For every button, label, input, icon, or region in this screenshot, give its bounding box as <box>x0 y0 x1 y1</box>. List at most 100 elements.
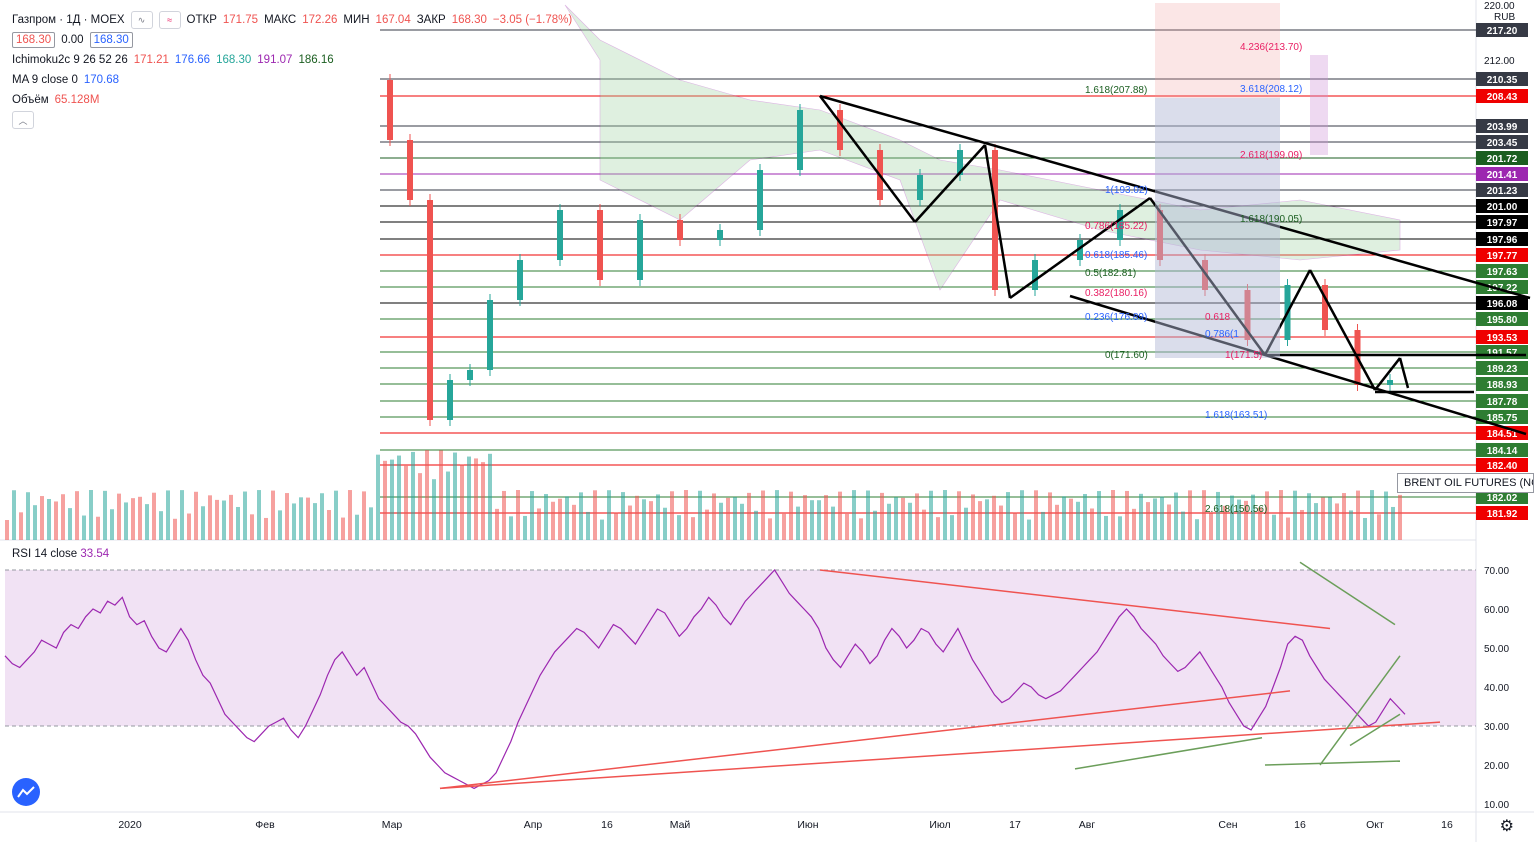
volume-bar <box>19 512 23 540</box>
volume-bar <box>1237 499 1241 540</box>
volume-bar <box>411 451 415 540</box>
volume-bar <box>460 464 464 540</box>
volume-bar <box>40 496 44 540</box>
time-tick-label: 16 <box>601 819 613 831</box>
volume-bar <box>1209 513 1213 540</box>
time-tick-label: 2020 <box>118 819 142 831</box>
volume-bar <box>537 508 541 540</box>
price-tag-label: 217.20 <box>1487 26 1518 37</box>
volume-bar <box>789 491 793 540</box>
volume-bar <box>1006 492 1010 540</box>
volume-bar <box>565 496 569 540</box>
price-tag-label: 197.22 <box>1487 283 1518 294</box>
candle-body <box>407 140 413 200</box>
volume-bar <box>1174 492 1178 540</box>
volume-bar <box>964 507 968 540</box>
close-value: 168.30 <box>451 14 487 26</box>
volume-bar <box>278 510 282 540</box>
fib-zone-red <box>1155 3 1280 358</box>
open-value: 171.75 <box>222 14 259 26</box>
volume-bar <box>1160 496 1164 540</box>
price-tag-label: 184.14 <box>1487 446 1518 457</box>
volume-bar <box>922 509 926 540</box>
volume-bar <box>1321 497 1325 540</box>
volume-label[interactable]: Объём <box>12 94 49 106</box>
high-value: 172.26 <box>302 14 338 26</box>
volume-bar <box>201 506 205 540</box>
volume-bar <box>82 515 86 540</box>
low-value: 167.04 <box>375 14 411 26</box>
rsi-label[interactable]: RSI 14 close <box>12 548 78 560</box>
compare-icon[interactable]: ∿ <box>130 11 153 29</box>
volume-bar <box>971 494 975 540</box>
fib-zone-blue <box>1155 98 1280 358</box>
volume-bar <box>481 462 485 540</box>
tradingview-logo-icon[interactable] <box>12 778 40 806</box>
volume-bar <box>306 497 310 540</box>
volume-bar <box>215 499 219 540</box>
volume-bar <box>348 490 352 540</box>
rsi-tick-label: 30.00 <box>1484 722 1509 733</box>
ichimoku-value-4: 191.07 <box>257 54 293 66</box>
volume-bar <box>796 506 800 540</box>
price-tag-label: 197.96 <box>1487 235 1518 246</box>
settings-gear-icon[interactable]: ⚙ <box>1499 818 1514 835</box>
volume-bar <box>425 450 429 540</box>
volume-bar <box>1076 501 1080 540</box>
ma-label[interactable]: MA 9 close 0 <box>12 74 78 86</box>
volume-bar <box>1146 502 1150 540</box>
volume-bar <box>1349 510 1353 540</box>
pattern-trendline <box>983 144 1012 299</box>
price-tag-bg <box>1476 135 1528 149</box>
volume-bar <box>138 496 142 540</box>
volume-bar <box>761 490 765 540</box>
fib-level-label: 1.618(207.88) <box>1085 85 1147 96</box>
volume-bar <box>1300 509 1304 540</box>
rsi-tick-label: 50.00 <box>1484 644 1509 655</box>
volume-bar <box>236 506 240 540</box>
bid-price[interactable]: 168.30 <box>12 32 56 48</box>
candle-body <box>597 210 603 280</box>
volume-bar <box>12 490 16 540</box>
volume-bar <box>432 479 436 540</box>
candle-body <box>557 210 563 260</box>
price-tag-bg <box>1476 89 1528 103</box>
volume-bar <box>467 456 471 540</box>
volume-bar <box>453 452 457 540</box>
rsi-band <box>5 570 1476 726</box>
rsi-trendline <box>1349 713 1401 747</box>
symbol-title[interactable]: Газпром · 1Д · MOEX <box>12 14 125 26</box>
volume-bar <box>705 509 709 540</box>
time-tick-label: 16 <box>1294 819 1306 831</box>
time-tick-label: Мар <box>382 819 403 831</box>
volume-bar <box>1132 508 1136 540</box>
volume-bar <box>68 508 72 540</box>
fib-level-label: 1(193.02) <box>1105 185 1148 196</box>
volume-bar <box>257 490 261 540</box>
price-tag-label: 210.35 <box>1487 75 1518 86</box>
fib-level-label: 3.618(208.12) <box>1240 84 1302 95</box>
volume-bar <box>502 490 506 540</box>
volume-bar <box>887 503 891 540</box>
volume-bar <box>320 493 324 540</box>
brent-overlay-label[interactable]: BRENT OIL FUTURES (NC <box>1397 473 1534 493</box>
volume-bar <box>1034 490 1038 540</box>
volume-bar <box>166 490 170 540</box>
collapse-legend-icon[interactable]: ︿ <box>12 111 34 129</box>
volume-bar <box>894 497 898 540</box>
indicator-icon[interactable]: ≈ <box>158 11 181 29</box>
volume-bar <box>845 513 849 540</box>
volume-bar <box>495 508 499 540</box>
volume-bar <box>719 502 723 540</box>
time-tick-label: Апр <box>524 819 543 831</box>
volume-bar <box>117 493 121 540</box>
fib-level-label: 0.618 <box>1205 312 1230 323</box>
volume-bar <box>1139 493 1143 540</box>
volume-bar <box>509 516 513 540</box>
fib-level-label: 0.382(180.16) <box>1085 288 1147 299</box>
ichimoku-label[interactable]: Ichimoku2c 9 26 52 26 <box>12 54 128 66</box>
pattern-trendline <box>1398 357 1410 389</box>
candle-body <box>387 80 393 140</box>
ask-price[interactable]: 168.30 <box>89 32 133 48</box>
